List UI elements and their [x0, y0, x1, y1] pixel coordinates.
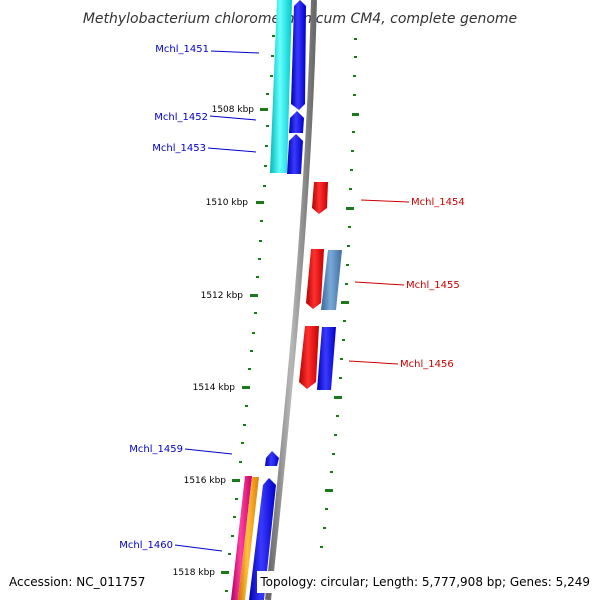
leader-line — [174, 544, 223, 552]
gene-feature-blue[interactable] — [291, 0, 306, 110]
gene-feature-blue[interactable] — [289, 111, 304, 133]
gene-feature-red[interactable] — [299, 326, 319, 389]
kbp-labels: 1508 kbp 1510 kbp 1512 kbp 1514 kbp 1516… — [173, 105, 255, 578]
gene-feature-magenta[interactable] — [231, 476, 252, 600]
genome-backbone — [265, 0, 317, 600]
inner-tick-track — [221, 35, 275, 592]
gene-feature-cyan[interactable] — [270, 0, 292, 173]
gene-feature-blue[interactable] — [265, 451, 279, 466]
gene-label-group[interactable]: Mchl_1451 — [155, 44, 260, 55]
gene-label[interactable]: Mchl_1454 — [411, 197, 465, 208]
footer-bg-right — [257, 571, 594, 593]
leader-line — [209, 115, 257, 121]
outer-tick-track — [320, 38, 359, 548]
gene-label[interactable]: Mchl_1456 — [400, 359, 454, 370]
accession-text: Accession: NC_011757 — [9, 575, 145, 589]
kbp-label: 1508 kbp — [212, 105, 255, 115]
gene-label-group[interactable]: Mchl_1454 — [360, 197, 465, 208]
gene-feature-red[interactable] — [306, 249, 324, 309]
gene-feature-blue[interactable] — [317, 327, 336, 390]
gene-label-group[interactable]: Mchl_1460 — [119, 540, 223, 552]
gene-label-group[interactable]: Mchl_1452 — [154, 112, 257, 123]
gene-label[interactable]: Mchl_1455 — [406, 280, 460, 291]
kbp-label: 1514 kbp — [193, 383, 236, 393]
gene-label[interactable]: Mchl_1451 — [155, 44, 209, 55]
gene-label-group[interactable]: Mchl_1453 — [152, 143, 257, 154]
gene-label-group[interactable]: Mchl_1455 — [354, 280, 460, 291]
gene-label[interactable]: Mchl_1452 — [154, 112, 208, 123]
kbp-label: 1512 kbp — [201, 291, 244, 301]
kbp-label: 1516 kbp — [184, 476, 227, 486]
leader-line — [360, 199, 410, 203]
gene-feature-blue[interactable] — [287, 134, 303, 174]
gene-feature-steel[interactable] — [321, 250, 342, 310]
gene-feature-blue[interactable] — [249, 478, 276, 600]
leader-line — [207, 147, 257, 153]
leader-line — [354, 281, 405, 286]
gene-label-group[interactable]: Mchl_1456 — [348, 359, 454, 370]
gene-label-group[interactable]: Mchl_1459 — [129, 444, 233, 455]
topology-text: Topology: circular; Length: 5,777,908 bp… — [259, 575, 590, 589]
kbp-label: 1518 kbp — [173, 568, 216, 578]
leader-line — [348, 360, 399, 365]
kbp-label: 1510 kbp — [206, 198, 249, 208]
leader-line — [184, 448, 233, 455]
footer-bg-left — [6, 571, 152, 593]
gene-label[interactable]: Mchl_1453 — [152, 143, 206, 154]
gene-label[interactable]: Mchl_1460 — [119, 540, 173, 551]
gene-feature-red[interactable] — [312, 182, 328, 214]
gene-feature-orange[interactable] — [238, 477, 259, 600]
gene-label[interactable]: Mchl_1459 — [129, 444, 183, 455]
leader-line — [210, 50, 260, 54]
